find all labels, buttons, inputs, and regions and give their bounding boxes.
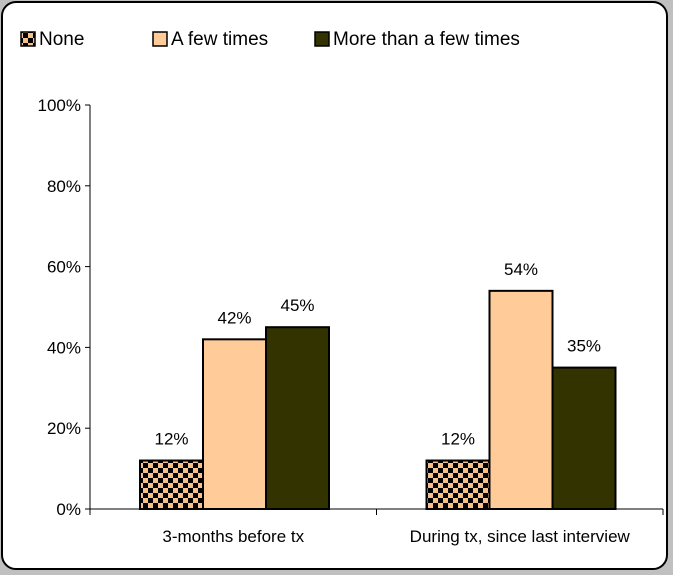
y-tick-label: 60%	[47, 258, 81, 277]
legend-swatch	[152, 31, 168, 47]
data-label: 54%	[504, 260, 538, 279]
y-tick-label: 0%	[56, 500, 81, 519]
legend: None A few times More than a few times	[20, 29, 520, 50]
bars: 12% 42% 45% 12% 54% 35%	[139, 260, 617, 511]
bar	[551, 366, 617, 510]
legend-label: A few times	[171, 29, 268, 50]
legend-label: None	[39, 29, 84, 50]
y-tick-label: 100%	[38, 96, 81, 115]
bar	[139, 459, 204, 510]
y-tick-label: 20%	[47, 419, 81, 438]
y-tick-label: 80%	[47, 177, 81, 196]
legend-swatch	[20, 31, 36, 47]
bar	[488, 289, 554, 510]
data-label: 45%	[280, 296, 314, 315]
data-label: 42%	[217, 308, 251, 327]
bar	[265, 326, 330, 511]
axes: 0% 20% 40% 60% 80% 100% 3-months before tx Duri…	[38, 96, 664, 546]
bar	[202, 338, 267, 510]
bar	[425, 459, 491, 510]
bar-chart: None A few times More than a few times 0% 2…	[20, 29, 664, 546]
legend-swatch	[314, 31, 330, 47]
data-label: 12%	[441, 430, 475, 449]
y-tick-label: 40%	[47, 338, 81, 357]
legend-label: More than a few times	[333, 29, 520, 50]
x-category-label: 3-months before tx	[162, 527, 304, 546]
data-label: 35%	[567, 337, 601, 356]
data-label: 12%	[154, 430, 188, 449]
x-category-label: During tx, since last interview	[410, 527, 631, 546]
